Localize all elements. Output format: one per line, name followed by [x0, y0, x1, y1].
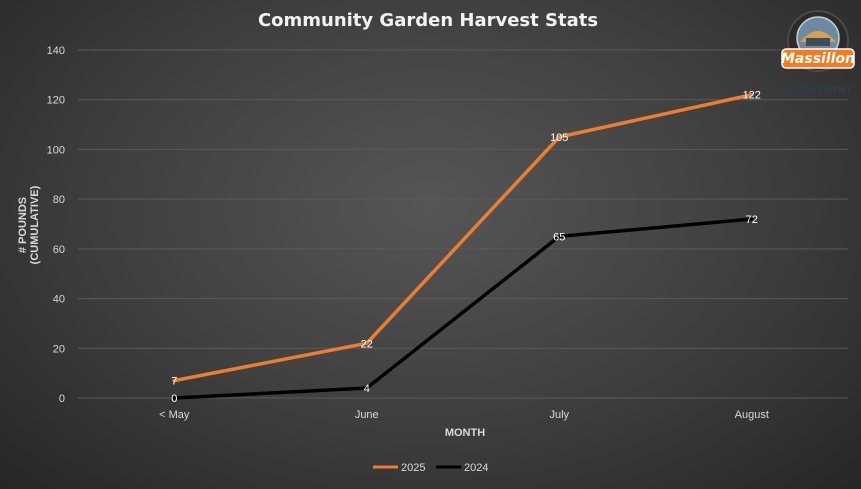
series-lines [172, 92, 754, 400]
y-tick-label-0: 0 [59, 393, 65, 405]
city-seal-logo: Massillon DEPARTMENT [781, 10, 855, 96]
y-tick-label-60: 60 [53, 244, 65, 256]
y-tick-label-120: 120 [47, 95, 65, 107]
legend: 2025 2024 [373, 462, 488, 474]
y-tick-label-80: 80 [53, 194, 65, 206]
y-axis-ticks: 0 20 40 60 80 100 120 140 [47, 45, 65, 405]
y-tick-label-20: 20 [53, 343, 65, 355]
logo-subtitle: DEPARTMENT [784, 86, 853, 96]
data-label-2025-1: 22 [361, 338, 373, 350]
data-labels: 7 22 105 122 0 4 65 72 [171, 90, 761, 405]
seal-banner [781, 48, 855, 69]
x-tick-label-july: July [549, 409, 569, 421]
y-tick-label-100: 100 [47, 144, 65, 156]
data-label-2025-3: 122 [743, 90, 761, 102]
data-label-2025-0: 7 [171, 376, 177, 388]
y-axis-title-line-2: (CUMULATIVE) [29, 185, 41, 264]
y-tick-label-40: 40 [53, 294, 65, 306]
y-axis-title: # POUNDS (CUMULATIVE) [17, 185, 41, 264]
logo-name: Massillon [781, 51, 855, 67]
legend-label-2024: 2024 [464, 462, 488, 474]
y-tick-label-140: 140 [47, 45, 65, 57]
x-tick-label-august: August [735, 409, 769, 421]
gridlines [78, 49, 848, 399]
data-label-2024-2: 65 [553, 231, 565, 243]
y-axis-title-line-1: # POUNDS [17, 197, 29, 253]
x-axis-title: MONTH [445, 427, 485, 439]
chart-title: Community Garden Harvest Stats [258, 10, 598, 31]
x-axis-ticks: < May June July August [159, 409, 769, 421]
data-label-2024-3: 72 [746, 214, 758, 226]
x-tick-label-may: < May [159, 409, 190, 421]
x-tick-label-june: June [355, 409, 379, 421]
legend-label-2025: 2025 [401, 462, 425, 474]
data-label-2025-2: 105 [550, 132, 568, 144]
series-line-2025 [172, 92, 754, 383]
data-label-2024-0: 0 [171, 393, 177, 405]
data-label-2024-1: 4 [364, 383, 370, 395]
seal-building-shape [806, 38, 830, 46]
series-line-2024 [172, 217, 754, 400]
